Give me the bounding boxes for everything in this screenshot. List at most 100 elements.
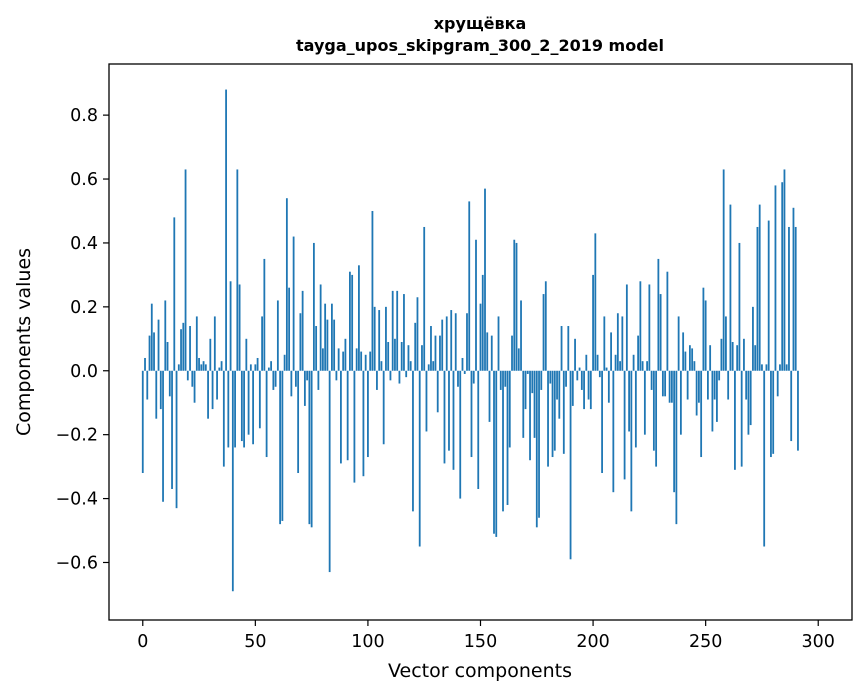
bar-14 [173,217,176,371]
bar-290 [794,226,797,371]
bar-134 [443,370,446,464]
bar-151 [481,274,484,371]
bar-216 [628,370,630,432]
bar-121 [414,322,417,371]
bar-25 [198,357,200,371]
bar-33 [216,370,218,400]
bar-127 [427,364,430,371]
x-axis-ticks: 0 50 100 150 200 250 300 [137,620,835,652]
bar-241 [684,351,687,371]
bar-73 [306,370,309,381]
bar-215 [625,284,628,371]
bar-268 [745,370,748,400]
bar-168 [520,300,522,371]
bar-101 [369,351,372,371]
bar-52 [258,370,261,429]
y-tick-label: −0.6 [56,553,99,573]
bar-128 [430,326,432,371]
bar-27 [202,361,205,371]
bar-10 [164,300,167,371]
y-tick-label: −0.4 [56,490,99,510]
bar-104 [376,370,378,390]
bar-7 [157,319,160,371]
bar-22 [191,370,194,387]
bar-135 [445,316,448,371]
bar-100 [367,370,369,458]
bar-211 [616,313,619,371]
bar-92 [349,271,351,371]
bar-56 [267,367,270,371]
bar-69 [297,370,300,474]
bar-120 [412,370,414,512]
bar-196 [583,370,585,410]
bar-107 [382,370,385,445]
bar-67 [292,236,295,371]
bar-263 [734,370,736,470]
chart-subtitle: tayga_upos_skipgram_300_2_2019 model [296,36,664,55]
bar-202 [596,354,599,371]
bar-271 [752,306,754,371]
bar-264 [736,345,739,371]
bar-125 [423,226,426,371]
bar-156 [493,370,495,534]
bar-147 [472,370,475,384]
bar-96 [358,265,360,371]
bar-238 [677,316,680,371]
bar-23 [193,370,196,403]
bar-250 [704,300,707,371]
y-tick-label: 0.0 [70,362,98,382]
bar-55 [265,370,268,458]
bar-50 [254,364,257,371]
bar-174 [533,370,536,438]
bar-195 [580,370,583,390]
bar-139 [454,313,457,371]
bar-257 [720,338,723,371]
bar-70 [299,313,302,371]
bar-235 [670,370,673,403]
bar-164 [511,335,513,371]
bar-132 [439,335,441,371]
bar-86 [335,370,338,381]
bar-228 [655,370,658,467]
bar-85 [333,319,336,371]
bar-130 [434,335,437,371]
bar-118 [407,345,410,371]
bar-138 [452,370,455,470]
y-axis-label: Components values [13,248,35,436]
x-tick-label: 300 [802,632,835,652]
bar-283 [779,364,781,371]
bar-40 [231,370,234,592]
bar-77 [315,326,318,371]
bar-278 [767,220,770,371]
bar-80 [321,348,324,371]
bar-74 [308,370,311,525]
bar-203 [598,370,601,378]
bar-105 [378,310,381,371]
bar-45 [243,370,245,448]
bar-231 [661,370,664,397]
bar-237 [675,370,678,525]
bar-285 [783,169,786,371]
bar-39 [229,281,232,371]
bar-236 [673,370,676,493]
bar-182 [551,370,554,458]
bar-112 [394,338,396,371]
bar-276 [763,370,766,547]
bar-38 [227,370,230,448]
bar-247 [698,370,700,403]
bar-232 [664,370,667,397]
bar-93 [351,274,354,371]
bar-185 [558,370,561,419]
bar-122 [416,297,419,371]
bar-189 [567,326,570,371]
x-tick-label: 150 [464,632,497,652]
bar-225 [648,284,651,371]
x-tick-label: 50 [244,632,266,652]
bar-6 [155,370,158,419]
bar-60 [276,300,279,371]
bar-262 [731,342,734,371]
bar-148 [475,239,477,371]
bar-280 [772,370,775,454]
bar-8 [159,370,162,410]
